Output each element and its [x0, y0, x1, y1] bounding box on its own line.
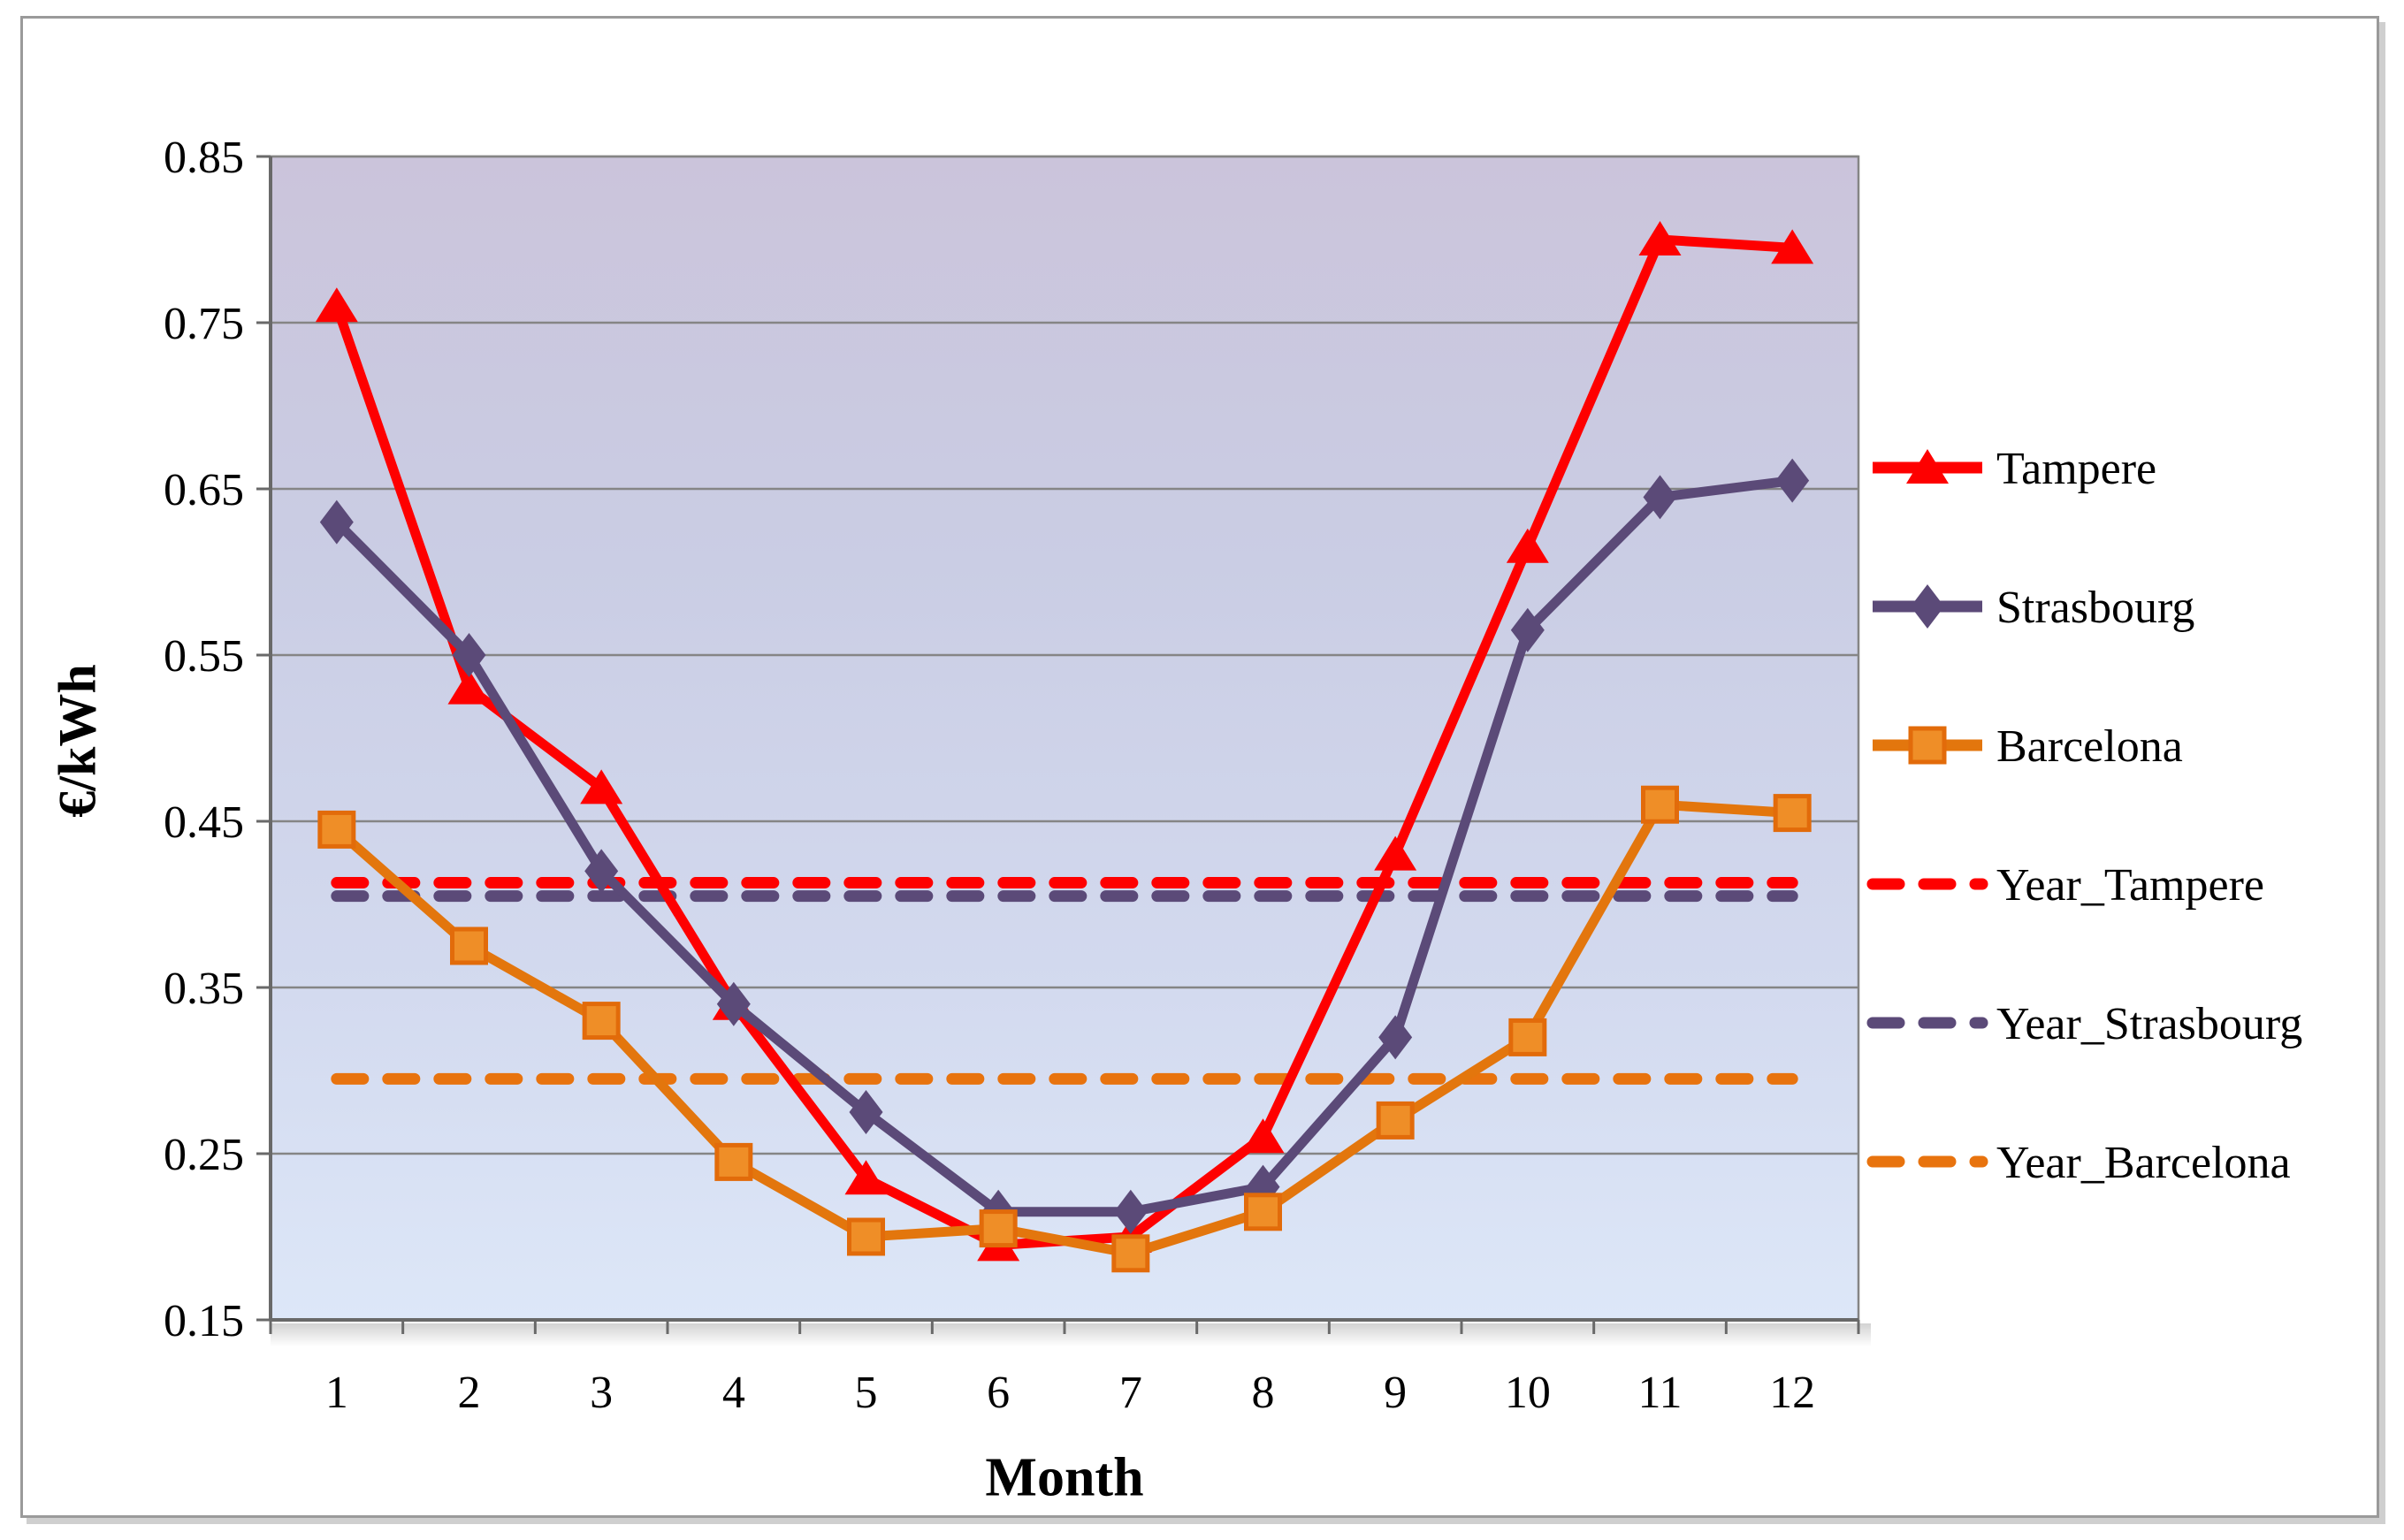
- data-point-marker: [1641, 785, 1679, 824]
- plot-shadow: [271, 1323, 1871, 1346]
- x-tick-label: 9: [1384, 1368, 1407, 1418]
- series-barcelona: [317, 785, 1812, 1273]
- x-tick-label: 4: [722, 1368, 745, 1418]
- data-point-marker: [317, 810, 356, 849]
- x-tick-label: 12: [1769, 1368, 1815, 1418]
- data-point-marker: [979, 1209, 1018, 1248]
- data-point-marker: [714, 1142, 753, 1181]
- data-point-marker: [1241, 1118, 1285, 1154]
- legend-label: Strasbourg: [1996, 583, 2194, 633]
- data-point-marker: [582, 1002, 621, 1041]
- x-tick-label: 11: [1637, 1368, 1682, 1418]
- y-tick-label: 0.25: [164, 1130, 244, 1180]
- x-tick-label: 1: [325, 1368, 348, 1418]
- data-point-marker: [1244, 1193, 1282, 1231]
- data-point-marker: [1508, 1018, 1547, 1056]
- x-axis-title: Month: [985, 1447, 1144, 1508]
- legend-item-strasbourg: Strasbourg: [1873, 583, 2194, 633]
- legend-item-tampere: Tampere: [1873, 444, 2156, 494]
- data-point-marker: [1906, 449, 1949, 484]
- y-tick-label: 0.35: [164, 964, 244, 1014]
- legend-item-year_tampere: Year_Tampere: [1866, 860, 2264, 911]
- y-tick-label: 0.85: [164, 133, 244, 183]
- legend-label: Year_Tampere: [1996, 860, 2264, 911]
- gridlines: [271, 155, 1858, 1322]
- data-point-marker: [319, 499, 354, 545]
- data-point-marker: [847, 1217, 885, 1256]
- y-tick-label: 0.45: [164, 797, 244, 848]
- legend-label: Year_Strasbourg: [1996, 999, 2302, 1049]
- data-point-marker: [849, 1090, 883, 1134]
- data-point-marker: [1376, 1101, 1415, 1140]
- x-tick-label: 5: [855, 1368, 878, 1418]
- x-tick-label: 2: [458, 1368, 481, 1418]
- legend-label: Year_Barcelona: [1996, 1138, 2291, 1188]
- x-tick-label: 3: [590, 1368, 613, 1418]
- data-point-marker: [452, 633, 486, 677]
- x-tick-label: 6: [987, 1368, 1010, 1418]
- x-tick-label: 7: [1119, 1368, 1142, 1418]
- data-point-marker: [450, 926, 488, 965]
- legend-label: Barcelona: [1996, 721, 2183, 772]
- data-point-marker: [1638, 221, 1682, 255]
- data-point-marker: [447, 669, 491, 705]
- tick-labels: 0.150.250.350.450.550.650.750.851 2 3 4 5 6 7 8…: [164, 133, 1815, 1418]
- data-point-marker: [716, 981, 751, 1026]
- legend-item-year_strasbourg: Year_Strasbourg: [1866, 999, 2302, 1049]
- data-point-marker: [584, 849, 619, 894]
- legend: Tampere Strasbourg Barcelona Year_Tampere Ye…: [1866, 444, 2302, 1188]
- legend-item-year_barcelona: Year_Barcelona: [1866, 1138, 2291, 1188]
- data-point-marker: [1643, 475, 1677, 520]
- data-point-marker: [1510, 607, 1545, 652]
- data-point-marker: [1911, 584, 1944, 629]
- data-point-marker: [1113, 1189, 1148, 1234]
- x-tick-label: 8: [1252, 1368, 1275, 1418]
- y-tick-label: 0.75: [164, 299, 244, 349]
- legend-label: Tampere: [1996, 444, 2156, 494]
- data-point-marker: [1378, 1015, 1413, 1060]
- x-tick-label: 10: [1505, 1368, 1551, 1418]
- data-point-marker: [844, 1160, 888, 1195]
- data-point-marker: [1775, 458, 1810, 503]
- legend-item-barcelona: Barcelona: [1873, 721, 2183, 772]
- data-point-marker: [315, 287, 358, 323]
- y-tick-label: 0.55: [164, 631, 244, 682]
- data-point-marker: [1111, 1234, 1150, 1273]
- axes: [256, 155, 1860, 1334]
- data-point-marker: [1771, 229, 1814, 264]
- y-axis-title: €/kWh: [48, 664, 107, 818]
- y-tick-label: 0.65: [164, 465, 244, 515]
- data-point-marker: [580, 769, 623, 804]
- data-point-marker: [1374, 835, 1417, 871]
- data-point-marker: [1773, 794, 1812, 833]
- data-point-marker: [1506, 528, 1549, 563]
- y-tick-label: 0.15: [164, 1296, 244, 1346]
- data-point-marker: [1908, 726, 1947, 765]
